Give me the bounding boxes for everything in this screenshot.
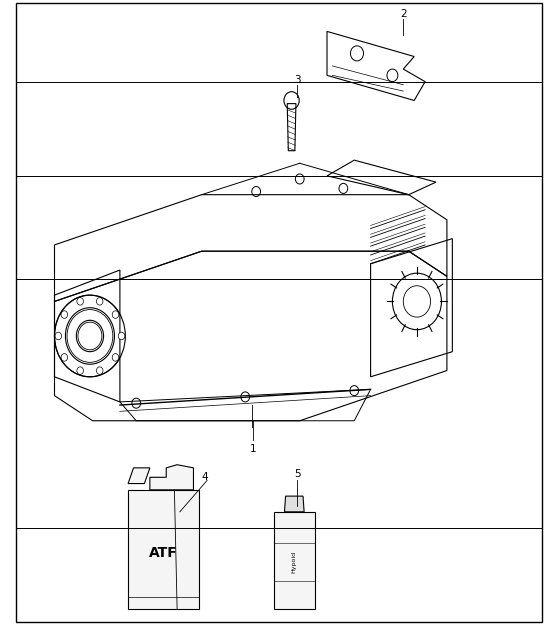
Circle shape [96, 298, 103, 305]
Text: 4: 4 [201, 472, 208, 482]
Circle shape [61, 354, 68, 361]
Circle shape [112, 311, 119, 318]
Circle shape [77, 367, 83, 374]
Circle shape [118, 332, 125, 340]
Circle shape [112, 354, 119, 361]
Circle shape [61, 311, 68, 318]
Polygon shape [150, 465, 193, 490]
Circle shape [96, 367, 103, 374]
Polygon shape [284, 496, 304, 512]
Text: ATF: ATF [149, 546, 178, 560]
Polygon shape [274, 512, 315, 609]
Circle shape [77, 298, 83, 305]
Text: Hypoid: Hypoid [292, 551, 297, 573]
Text: 1: 1 [250, 444, 257, 454]
Polygon shape [128, 490, 199, 609]
Text: 2: 2 [400, 9, 407, 19]
Circle shape [55, 332, 62, 340]
Polygon shape [128, 468, 150, 484]
Text: 3: 3 [294, 75, 300, 85]
Text: 5: 5 [294, 469, 300, 479]
